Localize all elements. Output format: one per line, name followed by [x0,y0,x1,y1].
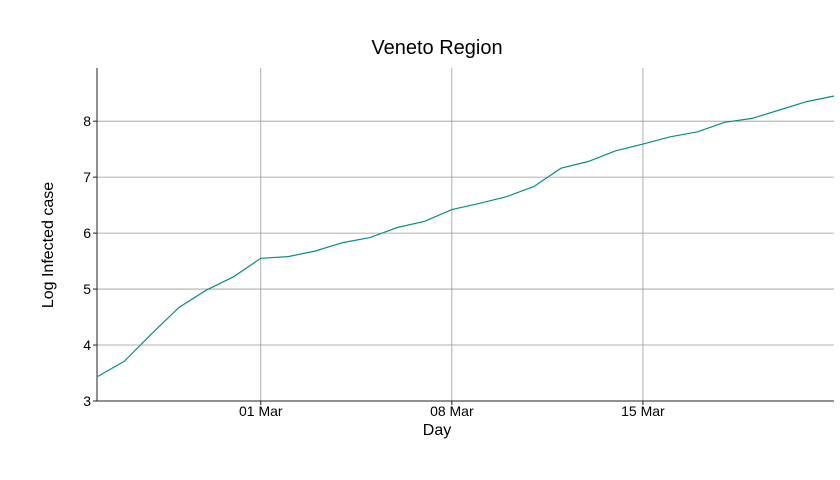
tick-labels: 3 4 5 6 7 8 01 Mar 08 Mar 15 Mar [83,113,665,419]
y-tick-label: 8 [83,113,91,129]
gridlines [97,68,834,402]
x-tick-label: 01 Mar [239,403,283,419]
y-tick-label: 5 [83,281,91,297]
y-tick-label: 4 [83,337,91,353]
y-tick-label: 7 [83,169,91,185]
chart-title: Veneto Region [371,37,502,59]
axes [96,68,834,402]
y-tick-label: 3 [83,393,91,409]
y-tick-label: 6 [83,225,91,241]
series-line [96,95,835,378]
y-axis-label: Log Infected case [40,182,57,308]
x-tick-label: 15 Mar [621,403,665,419]
series-layer [96,95,835,378]
x-tick-label: 08 Mar [430,403,474,419]
x-axis-label: Day [423,422,451,439]
